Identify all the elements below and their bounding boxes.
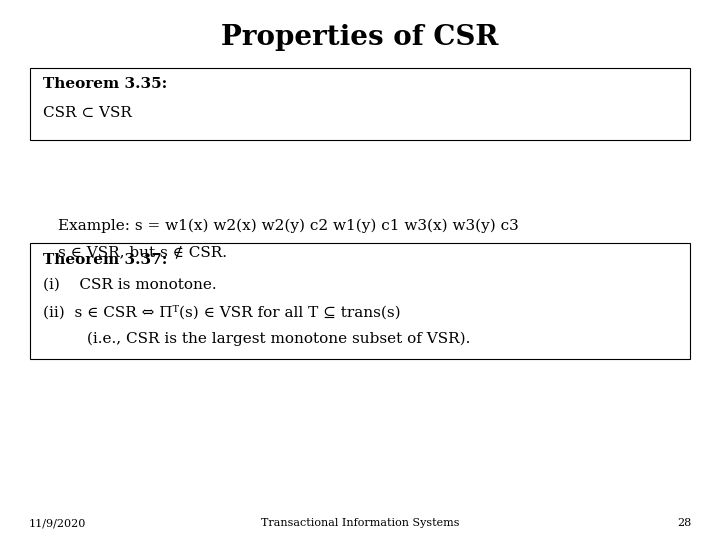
FancyBboxPatch shape bbox=[30, 68, 690, 140]
Text: Theorem 3.37:: Theorem 3.37: bbox=[43, 253, 168, 267]
Text: Transactional Information Systems: Transactional Information Systems bbox=[261, 518, 459, 528]
Text: (i.e., CSR is the largest monotone subset of VSR).: (i.e., CSR is the largest monotone subse… bbox=[43, 332, 471, 347]
Text: 28: 28 bbox=[677, 518, 691, 528]
Text: Properties of CSR: Properties of CSR bbox=[221, 24, 499, 51]
Text: 11/9/2020: 11/9/2020 bbox=[29, 518, 86, 528]
Text: CSR ⊂ VSR: CSR ⊂ VSR bbox=[43, 106, 132, 120]
Text: (ii)  s ∈ CSR ⇔ Πᵀ(s) ∈ VSR for all T ⊆ trans(s): (ii) s ∈ CSR ⇔ Πᵀ(s) ∈ VSR for all T ⊆ t… bbox=[43, 305, 401, 320]
Text: Example: s = w1(x) w2(x) w2(y) c2 w1(y) c1 w3(x) w3(y) c3: Example: s = w1(x) w2(x) w2(y) c2 w1(y) … bbox=[58, 219, 518, 233]
Text: (i)    CSR is monotone.: (i) CSR is monotone. bbox=[43, 278, 217, 292]
Text: Theorem 3.35:: Theorem 3.35: bbox=[43, 77, 168, 91]
FancyBboxPatch shape bbox=[30, 243, 690, 359]
Text: s ∈ VSR, but s ∉ CSR.: s ∈ VSR, but s ∉ CSR. bbox=[58, 246, 227, 260]
